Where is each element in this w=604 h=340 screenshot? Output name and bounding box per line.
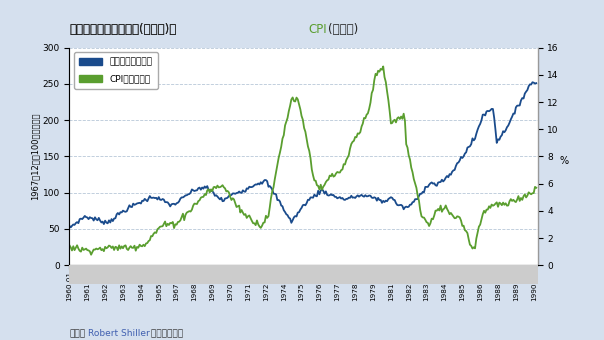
- Text: トータルリターン指数(青、左)、: トータルリターン指数(青、左)、: [69, 23, 177, 36]
- Y-axis label: 1967年12月を100とする指数: 1967年12月を100とする指数: [31, 113, 40, 200]
- Text: (緑、右): (緑、右): [328, 23, 358, 36]
- Legend: トータルリターン, CPI前年同月比: トータルリターン, CPI前年同月比: [74, 52, 158, 89]
- Text: Robert Shiller: Robert Shiller: [88, 329, 149, 338]
- Text: トータルリターン指数(青、左)、: トータルリターン指数(青、左)、: [69, 23, 177, 36]
- Text: 教授のデータ: 教授のデータ: [148, 329, 183, 338]
- Y-axis label: %: %: [560, 156, 569, 166]
- Text: CPI: CPI: [308, 23, 327, 36]
- Text: 出典：: 出典：: [69, 329, 86, 338]
